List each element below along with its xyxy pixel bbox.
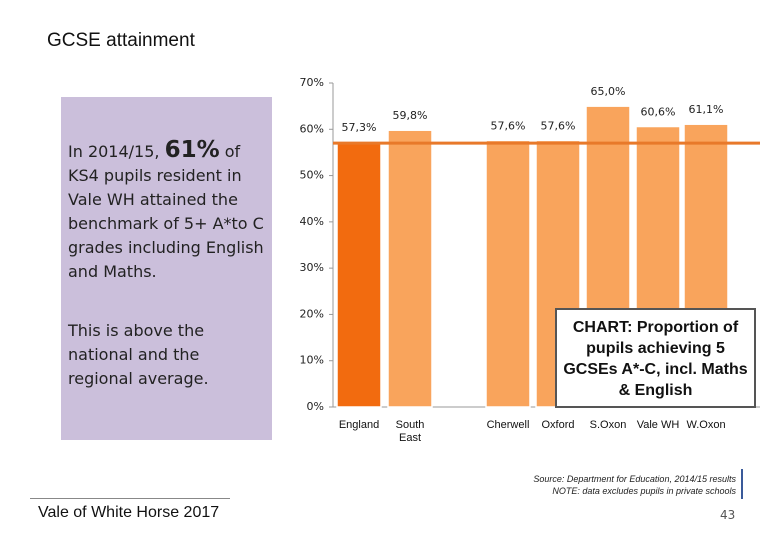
y-tick-label: 20% [300,307,324,320]
y-tick-label: 10% [300,354,324,367]
y-tick-label: 0% [307,400,324,413]
footer: Vale of White Horse 2017 [38,504,220,521]
bar [485,139,531,408]
chart-annotation: CHART: Proportion of pupils achieving 5 … [555,308,756,408]
sidebar-text: In 2014/15, 61% of KS4 pupils resident i… [68,138,273,284]
y-tick-label: 50% [300,169,324,182]
x-tick-label: England [338,419,380,431]
source-note: NOTE: data excludes pupils in private sc… [552,486,736,496]
y-tick-label: 60% [300,122,324,135]
x-tick-label: Vale WH [636,419,680,431]
value-label: 59,8% [393,109,428,122]
value-label: 57,6% [541,119,576,132]
source-note: Source: Department for Education, 2014/1… [533,474,736,484]
divider [741,469,743,499]
divider [30,498,230,499]
slide-title: GCSE attainment [47,30,195,51]
y-tick-label: 30% [300,261,324,274]
text: In 2014/15, [68,142,165,161]
value-label: 65,0% [591,85,626,98]
value-label: 61,1% [689,103,724,116]
sidebar-box [61,97,272,440]
bar [336,141,382,408]
x-tick-label: Oxford [541,419,575,431]
page-number: 43 [720,508,736,522]
text: of KS4 pupils resident in Vale WH attain… [68,142,264,281]
y-tick-label: 40% [300,215,324,228]
bar [387,129,433,408]
sidebar-text: This is above the national and the regio… [68,321,209,388]
x-tick-label: South East [395,419,425,444]
highlight: 61% [164,137,220,163]
value-label: 57,3% [342,121,377,134]
value-label: 60,6% [641,106,676,119]
x-tick-label: S.Oxon [589,419,627,431]
x-tick-label: Cherwell [486,419,530,431]
y-tick-label: 70% [300,76,324,89]
x-tick-label: W.Oxon [686,419,726,431]
value-label: 57,6% [491,119,526,132]
